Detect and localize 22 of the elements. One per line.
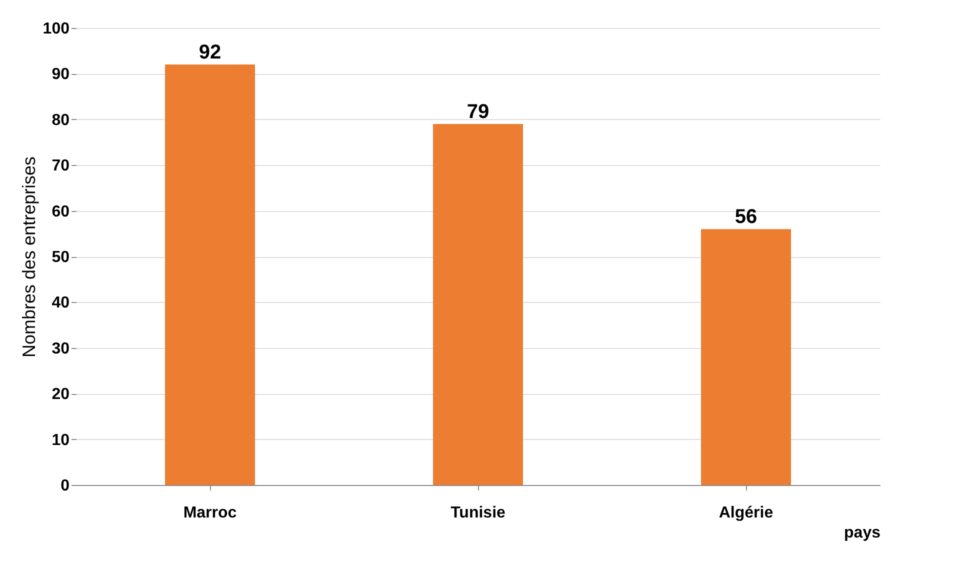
y-tick-label: 70 — [52, 158, 70, 175]
y-tick-label: 60 — [52, 203, 70, 220]
bar — [701, 229, 791, 485]
y-tick-label: 20 — [52, 386, 70, 404]
data-label: 56 — [734, 206, 758, 228]
y-axis-title: Nombres des entreprises — [18, 156, 39, 358]
y-tick-label: 50 — [52, 249, 70, 266]
y-tick-label: 40 — [52, 294, 70, 312]
bar — [433, 124, 523, 485]
data-label: 79 — [466, 100, 490, 123]
x-tick-label: Algérie — [718, 504, 774, 522]
y-tick-label: 0 — [60, 478, 70, 494]
data-label: 92 — [198, 42, 222, 64]
y-tick-label: 80 — [52, 112, 70, 129]
x-axis-title: pays — [844, 524, 881, 542]
x-tick-label: Marroc — [183, 504, 237, 522]
bar — [165, 64, 255, 485]
y-tick-label: 10 — [52, 432, 70, 449]
x-tick-label: Tunisie — [450, 504, 506, 522]
y-tick-label: 30 — [52, 340, 70, 358]
y-tick-label: 100 — [42, 20, 70, 38]
y-tick-label: 90 — [52, 66, 70, 84]
